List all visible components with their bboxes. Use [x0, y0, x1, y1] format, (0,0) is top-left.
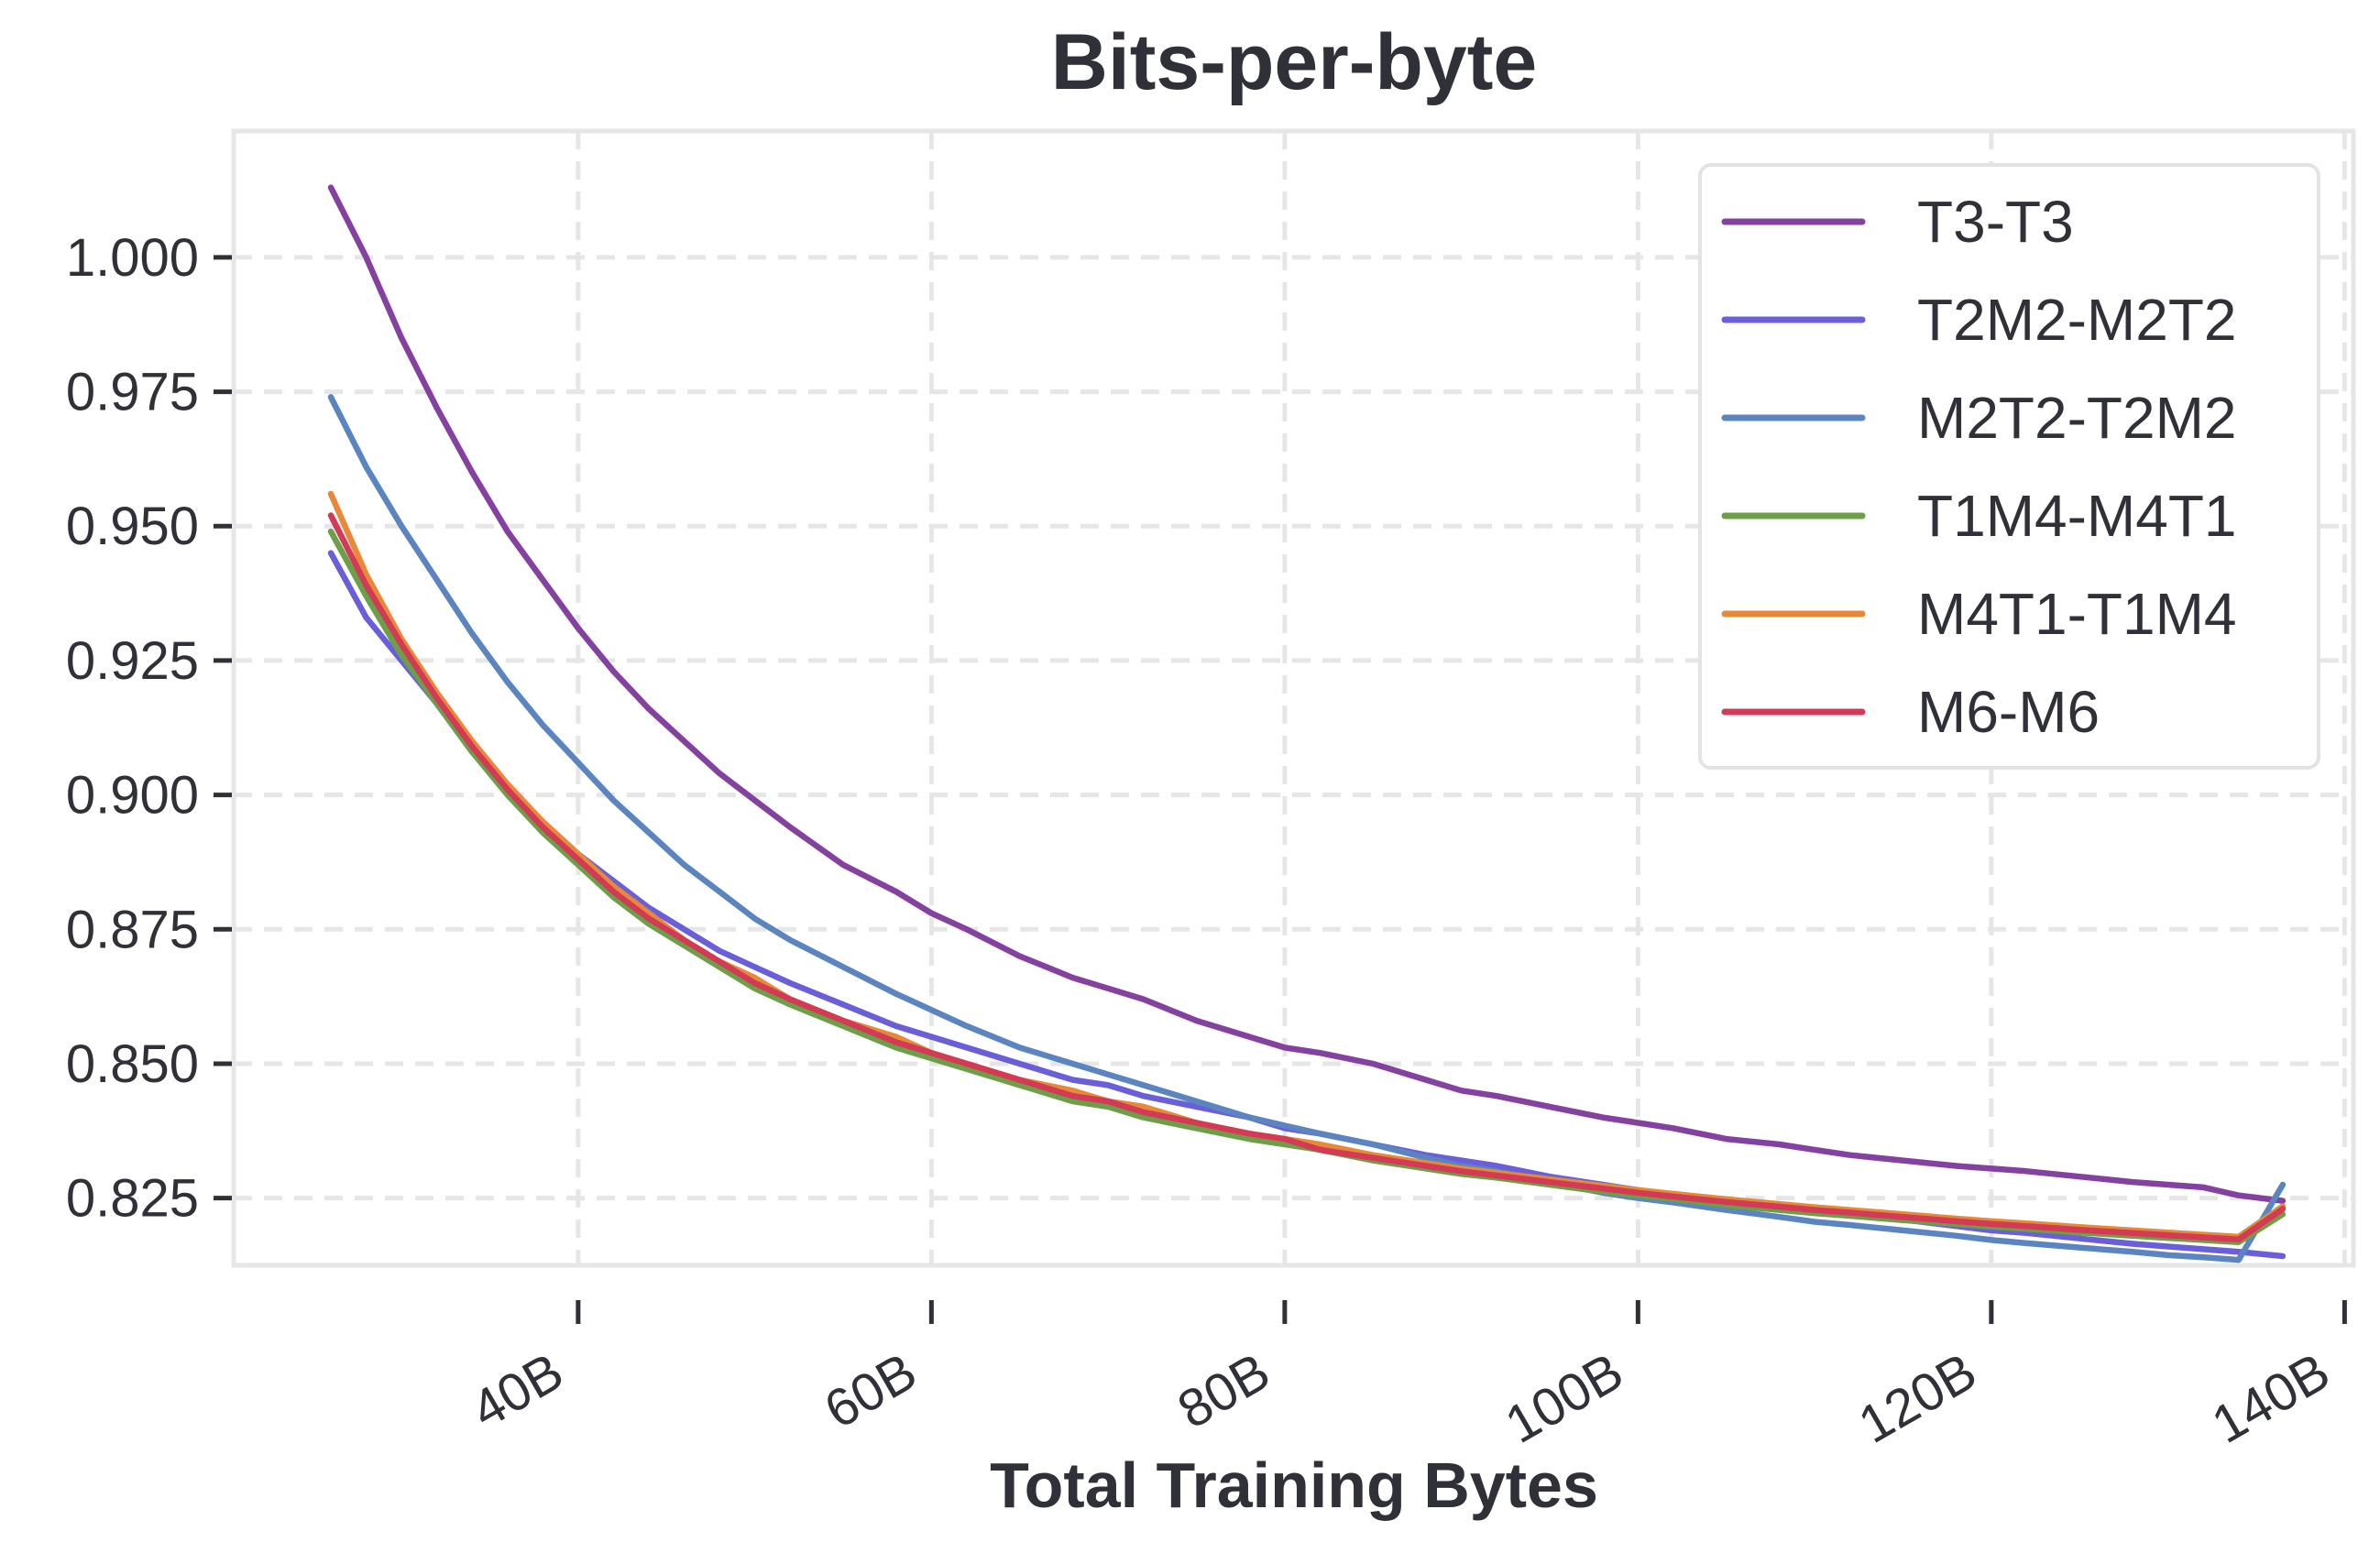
x-tick-label: 120B — [1849, 1341, 1987, 1455]
y-tick-label: 0.850 — [66, 1034, 199, 1094]
legend-label-m2t2-t2m2: M2T2-T2M2 — [1917, 385, 2237, 451]
x-tick-label: 100B — [1496, 1341, 1633, 1455]
legend: T3-T3 T2M2-M2T2 M2T2-T2M2 T1M4-M4T1 M4T1-T1M… — [1698, 163, 2320, 770]
series-line-m6-m6 — [327, 512, 2287, 1243]
y-tick-label: 0.925 — [66, 631, 199, 691]
y-tick-label: 0.875 — [66, 900, 199, 959]
series-line-t3-t3 — [327, 184, 2287, 1204]
x-axis-label: Total Training Bytes — [990, 1449, 1598, 1521]
legend-box — [1698, 163, 2320, 770]
y-tick-label: 0.975 — [66, 363, 199, 422]
legend-label-m4t1-t1m4: M4T1-T1M4 — [1917, 581, 2237, 647]
x-tick-label: 140B — [2202, 1341, 2340, 1455]
x-tick-label: 60B — [815, 1341, 927, 1440]
legend-label-m6-m6: M6-M6 — [1917, 679, 2100, 745]
series-line-m2t2-t2m2 — [327, 394, 2287, 1263]
x-tick-label: 40B — [461, 1341, 573, 1440]
legend-label-t1m4-m4t1: T1M4-M4T1 — [1917, 483, 2237, 549]
plot-frame — [231, 128, 2356, 1268]
y-tick-label: 1.000 — [66, 228, 199, 288]
chart-title: Bits-per-byte — [1051, 18, 1537, 106]
plot-lines — [327, 184, 2287, 1263]
x-tick-label: 80B — [1168, 1341, 1279, 1440]
legend-label-t2m2-m2t2: T2M2-M2T2 — [1917, 287, 2237, 353]
y-tick-label: 0.825 — [66, 1169, 199, 1229]
y-tick-label: 0.950 — [66, 497, 199, 556]
y-tick-label: 0.900 — [66, 766, 199, 826]
legend-label-t3-t3: T3-T3 — [1917, 189, 2074, 255]
